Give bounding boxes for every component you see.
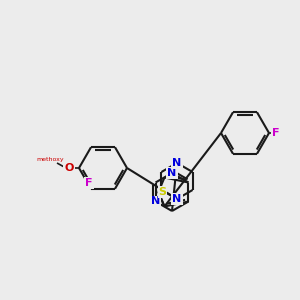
Text: methoxy: methoxy bbox=[36, 157, 64, 161]
Text: N: N bbox=[172, 158, 182, 168]
Text: S: S bbox=[158, 187, 166, 197]
Text: N: N bbox=[167, 168, 177, 178]
Text: F: F bbox=[85, 178, 93, 188]
Text: N: N bbox=[172, 194, 182, 204]
Text: O: O bbox=[64, 163, 74, 173]
Text: F: F bbox=[272, 128, 280, 138]
Text: N: N bbox=[151, 196, 160, 206]
